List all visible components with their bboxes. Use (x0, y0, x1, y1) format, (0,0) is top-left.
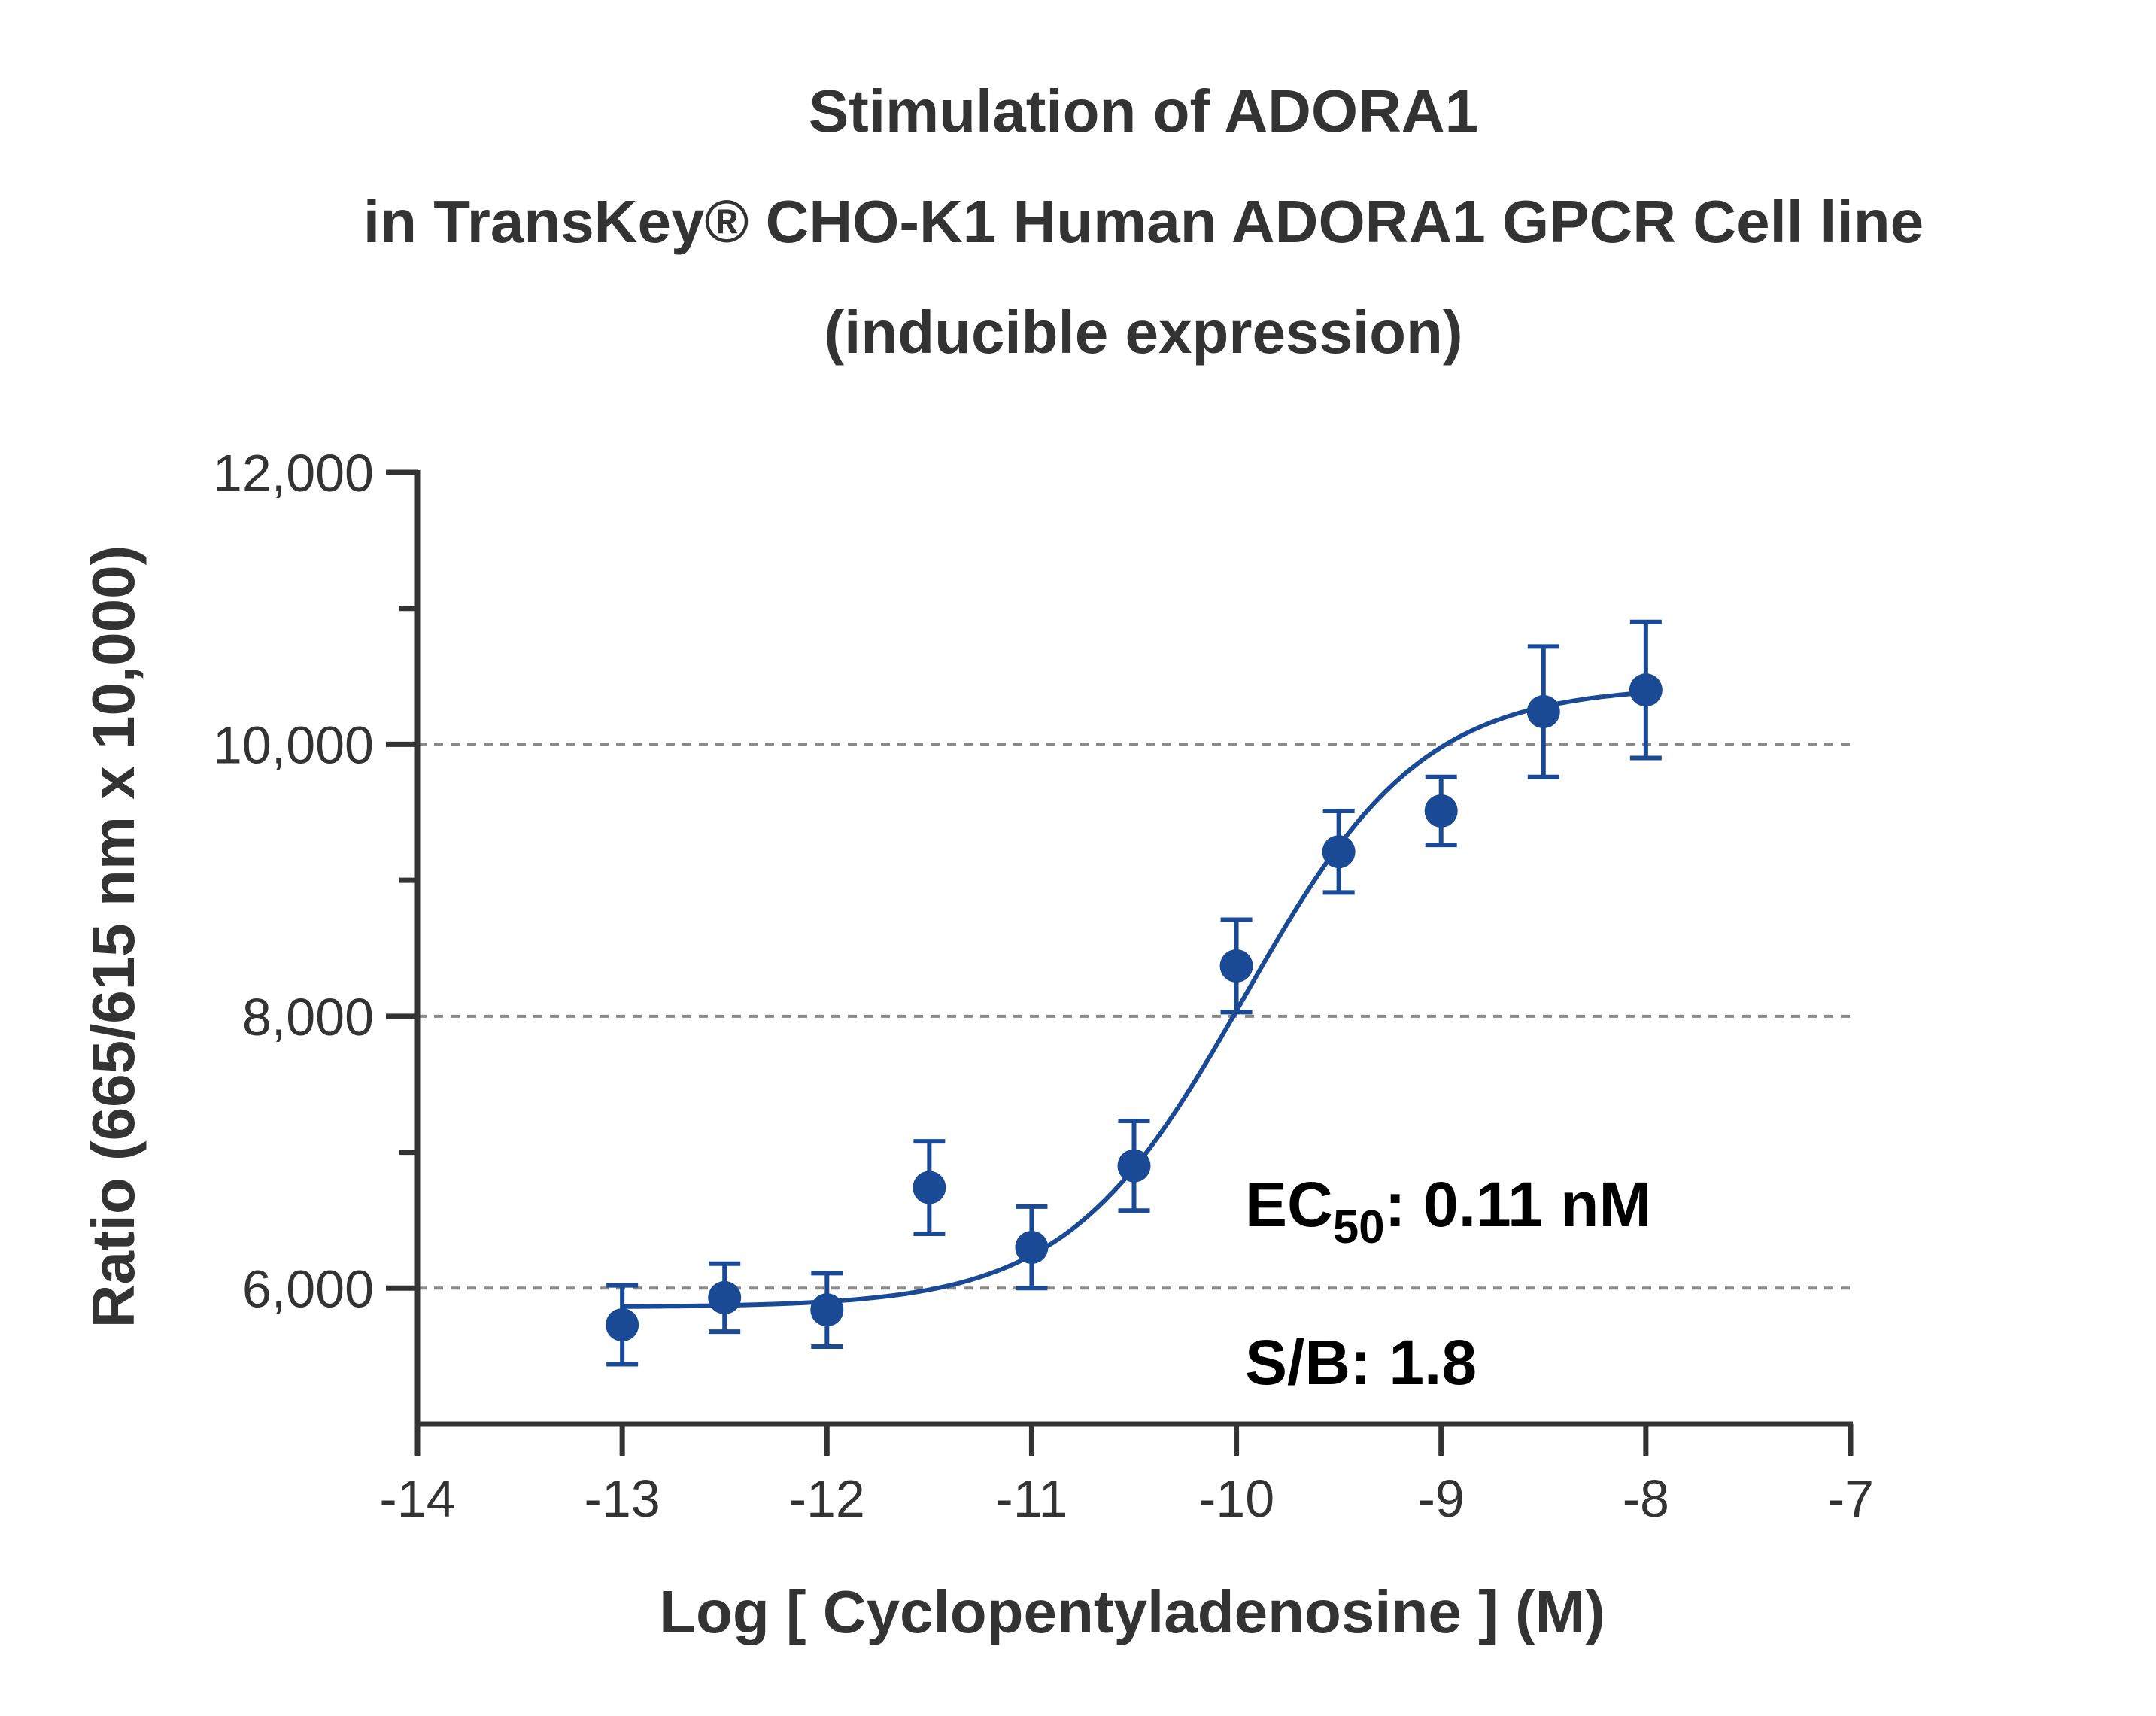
tick-marks (386, 469, 1854, 1456)
data-point (708, 1280, 742, 1314)
x-tick-label: -13 (585, 1469, 660, 1528)
y-tick-label: 10,000 (213, 715, 374, 774)
data-point (1117, 1149, 1151, 1183)
data-point (1629, 673, 1663, 707)
ec50-annotation: EC50: 0.11 nM (1245, 1169, 1651, 1253)
x-tick-label: -14 (379, 1469, 455, 1528)
error-bars (606, 619, 1662, 1367)
data-point (810, 1293, 844, 1327)
data-point (913, 1171, 946, 1204)
x-tick-label: -7 (1827, 1469, 1874, 1528)
ec50-value: : 0.11 nM (1385, 1169, 1652, 1240)
y-tick-label: 6,000 (242, 1259, 374, 1318)
x-tick-label: -10 (1198, 1469, 1274, 1528)
y-tick-label: 8,000 (242, 988, 374, 1046)
tick-labels: 6,000 8,000 10,000 12,000 -14 -13 -12 -11 -10 -9 -… (213, 444, 1874, 1528)
y-tick-label: 12,000 (213, 444, 374, 503)
ec50-subscript: 50 (1333, 1201, 1385, 1253)
y-axis-title: Ratio (665/615 nm x 10,000) (80, 545, 147, 1329)
x-tick-label: -11 (995, 1469, 1067, 1528)
gridlines (418, 743, 1851, 1290)
sb-annotation: S/B: 1.8 (1245, 1327, 1477, 1398)
title-line-2: in TransKey® CHO-K1 Human ADORA1 GPCR Ce… (363, 188, 1924, 255)
ec50-prefix: EC (1245, 1169, 1333, 1240)
x-axis-title: Log [ Cyclopentyladenosine ] (M) (659, 1578, 1605, 1645)
x-tick-label: -9 (1418, 1469, 1465, 1528)
title-line-3: (inducible expression) (824, 299, 1462, 366)
data-point (1219, 949, 1253, 983)
data-point (606, 1308, 639, 1342)
data-point (1424, 794, 1458, 828)
x-tick-label: -12 (789, 1469, 865, 1528)
data-point (1015, 1231, 1049, 1265)
data-points (606, 673, 1663, 1342)
x-tick-label: -8 (1623, 1469, 1669, 1528)
axes (414, 470, 1853, 1427)
chart-title: Stimulation of ADORA1 in TransKey® CHO-K… (363, 77, 1924, 366)
data-point (1322, 835, 1356, 869)
data-point (1526, 695, 1560, 729)
title-line-1: Stimulation of ADORA1 (809, 77, 1478, 144)
